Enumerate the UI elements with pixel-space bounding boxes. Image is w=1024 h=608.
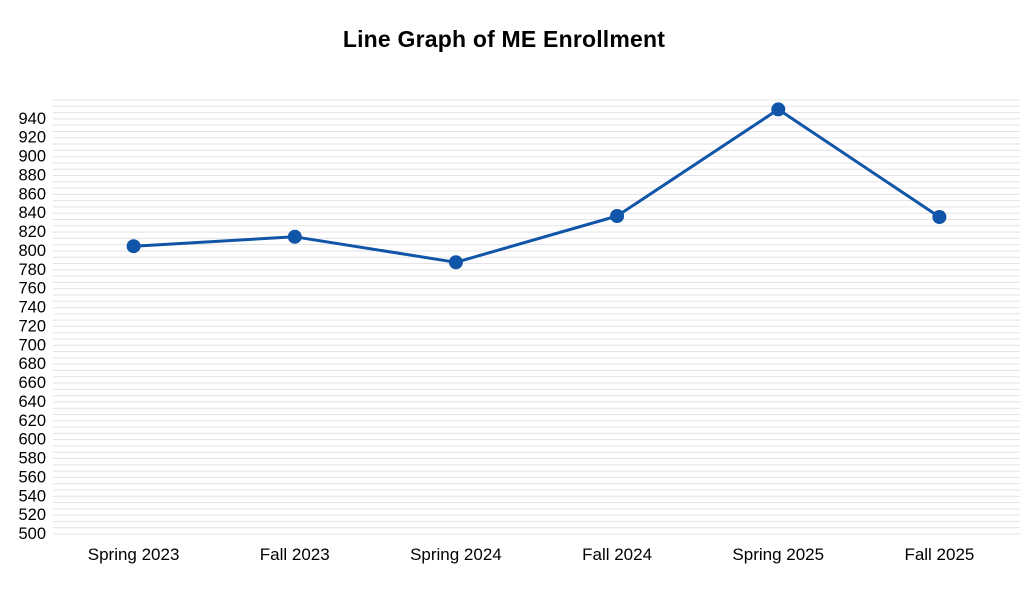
x-axis-label: Fall 2023 (260, 545, 330, 564)
y-tick-label: 600 (18, 431, 46, 449)
y-tick-label: 660 (18, 374, 46, 392)
y-tick-label: 920 (18, 129, 46, 147)
data-point (771, 102, 786, 117)
x-axis-label: Spring 2023 (88, 545, 180, 564)
y-tick-label: 520 (18, 506, 46, 524)
y-tick-label: 640 (18, 393, 46, 411)
y-tick-label: 780 (18, 261, 46, 279)
y-tick-label: 860 (18, 185, 46, 203)
data-line (132, 107, 941, 264)
y-tick-label: 580 (18, 450, 46, 468)
y-tick-label: 760 (18, 280, 46, 298)
y-tick-label: 900 (18, 148, 46, 166)
y-tick-label: 700 (18, 336, 46, 354)
data-point (932, 210, 947, 224)
data-point (610, 209, 625, 223)
chart-title: Line Graph of ME Enrollment (342, 26, 666, 52)
y-tick-label: 820 (18, 223, 46, 241)
y-tick-label: 880 (18, 166, 46, 184)
y-tick-label: 680 (18, 355, 46, 373)
y-tick-label: 800 (18, 242, 46, 260)
x-axis-label: Spring 2025 (732, 545, 824, 564)
y-tick-label: 720 (18, 317, 46, 335)
y-tick-label: 740 (18, 299, 46, 317)
x-axis-label: Fall 2025 (904, 545, 974, 564)
y-tick-label: 560 (18, 468, 46, 486)
data-point (448, 255, 463, 270)
y-tick-label: 540 (18, 487, 46, 505)
y-tick-label: 500 (18, 525, 46, 543)
data-point (287, 229, 302, 244)
y-tick-label: 940 (18, 110, 46, 128)
y-tick-label: 620 (18, 412, 46, 430)
x-axis-label: Spring 2024 (410, 545, 502, 564)
x-axis-label: Fall 2024 (582, 545, 652, 564)
data-point (126, 239, 141, 254)
y-tick-label: 840 (18, 204, 46, 222)
